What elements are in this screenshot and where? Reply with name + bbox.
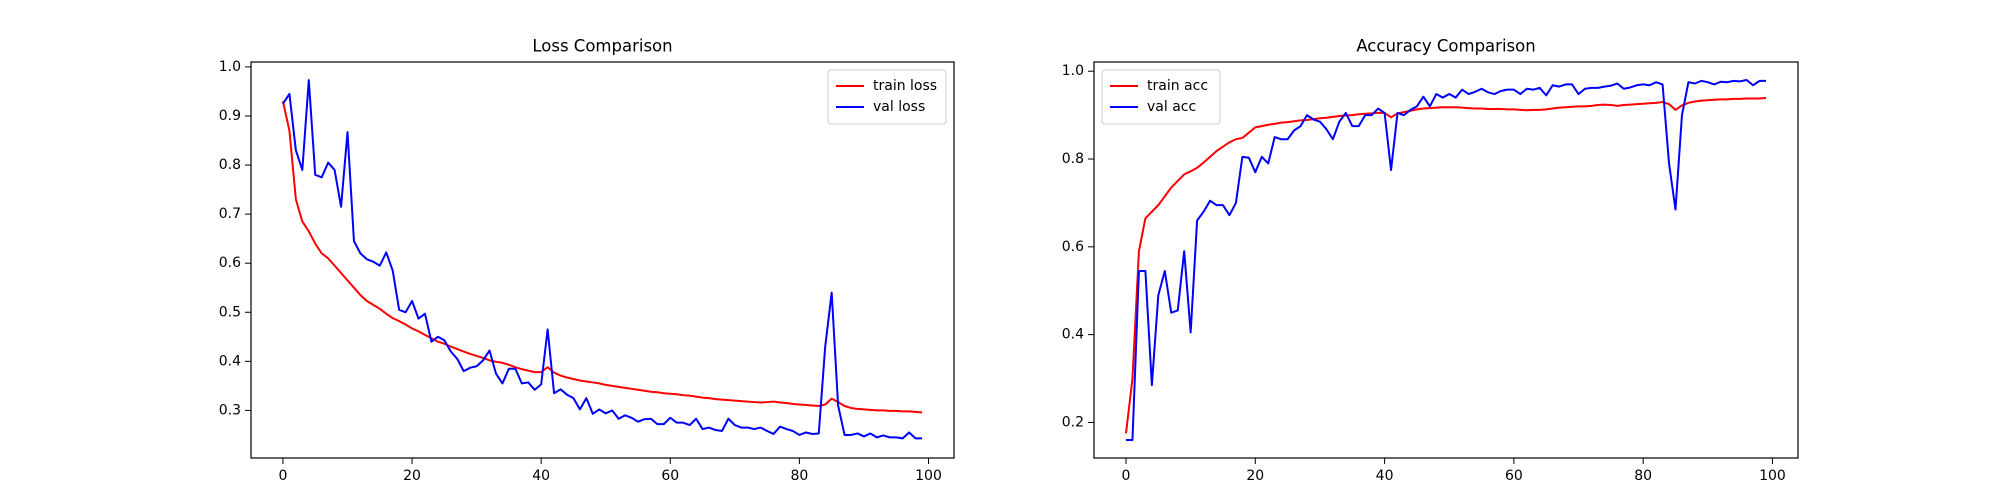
x-tick-label: 40 — [532, 468, 550, 484]
x-tick-label: 0 — [1122, 468, 1131, 484]
legend-label: train acc — [1147, 78, 1208, 94]
plot-frame — [1093, 61, 1799, 459]
series-line — [282, 79, 923, 440]
y-tick-label: 0.7 — [219, 206, 241, 222]
chart: Accuracy Comparison 0 20 40 60 80 100 0.2 0.4 0.6… — [1062, 37, 1799, 484]
chart-title: Accuracy Comparison — [1356, 37, 1535, 56]
legend-box — [827, 69, 947, 125]
y-tick-label: 1.0 — [219, 59, 241, 75]
x-tick-label: 80 — [1634, 468, 1652, 484]
y-tick-label: 0.6 — [1062, 239, 1084, 255]
legend-label: train loss — [873, 78, 937, 94]
series-line — [1125, 97, 1767, 434]
x-tick-label: 100 — [915, 468, 942, 484]
legend: train loss val loss — [827, 69, 947, 125]
x-tick-label: 20 — [403, 468, 421, 484]
y-tick-label: 0.8 — [219, 157, 241, 173]
series-line — [281, 101, 923, 414]
legend-label: val acc — [1147, 99, 1196, 115]
legend: train acc val acc — [1101, 69, 1221, 125]
y-tick-label: 0.9 — [219, 108, 241, 124]
series-line — [1126, 79, 1766, 441]
y-tick-label: 1.0 — [1062, 63, 1084, 79]
chart-title: Loss Comparison — [532, 37, 672, 56]
x-tick-label: 80 — [790, 468, 808, 484]
y-tick-label: 0.3 — [219, 402, 241, 418]
x-tick-label: 20 — [1246, 468, 1264, 484]
x-tick-label: 40 — [1376, 468, 1394, 484]
y-tick-label: 0.6 — [219, 255, 241, 271]
legend-label: val loss — [873, 99, 925, 115]
plot-frame — [250, 61, 955, 459]
chart: Loss Comparison 0 20 40 60 80 100 0.3 0.4 0.5 0.6 0… — [219, 37, 955, 484]
y-tick-label: 0.4 — [1062, 327, 1084, 343]
x-tick-label: 60 — [1505, 468, 1523, 484]
x-tick-label: 100 — [1759, 468, 1786, 484]
y-tick-label: 0.8 — [1062, 151, 1084, 167]
x-tick-label: 0 — [278, 468, 287, 484]
legend-box — [1101, 69, 1221, 125]
y-tick-label: 0.2 — [1062, 414, 1084, 430]
x-tick-label: 60 — [661, 468, 679, 484]
y-tick-label: 0.5 — [219, 304, 241, 320]
y-tick-label: 0.4 — [219, 353, 241, 369]
